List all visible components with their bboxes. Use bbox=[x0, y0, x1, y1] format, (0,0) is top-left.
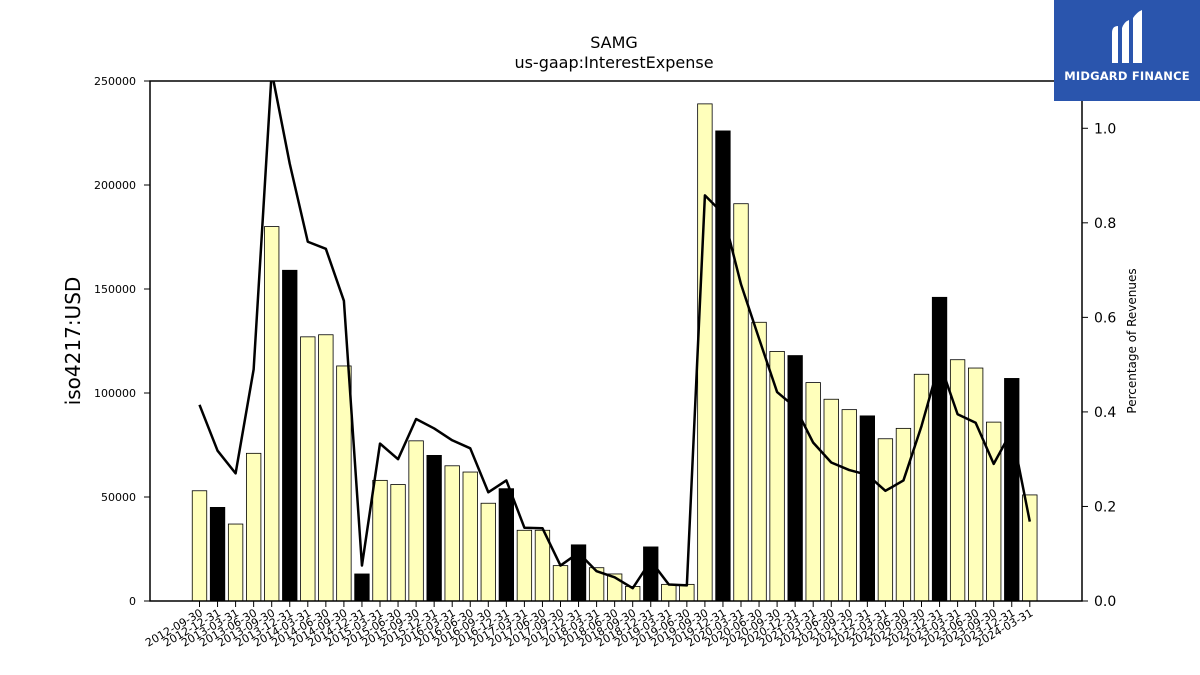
bar-series bbox=[191, 103, 1038, 602]
bar-2013-12-31 bbox=[282, 269, 298, 602]
bar-2021-12-31 bbox=[859, 415, 875, 602]
bar-2023-06-30 bbox=[968, 367, 984, 602]
bar-2019-06-30 bbox=[679, 583, 695, 602]
bar-2019-09-30 bbox=[697, 103, 713, 602]
y2-tick-label: 0.0 bbox=[1094, 594, 1116, 610]
midgard-logo-icon bbox=[1112, 10, 1142, 63]
plot-frame bbox=[149, 80, 1083, 602]
bar-2019-12-31 bbox=[715, 130, 731, 602]
brand-name: MIDGARD FINANCE bbox=[1064, 69, 1190, 83]
y-tick-label: 100000 bbox=[94, 387, 136, 400]
bar-2016-06-30 bbox=[462, 471, 478, 602]
bar-2016-03-31 bbox=[444, 465, 460, 602]
bar-2015-03-31 bbox=[372, 479, 388, 602]
bar-2020-12-31 bbox=[787, 355, 803, 602]
bar-2021-09-30 bbox=[841, 409, 857, 602]
y2-tick-label: 0.4 bbox=[1094, 405, 1116, 421]
brand-logo: MIDGARD FINANCE bbox=[1054, 0, 1200, 101]
y2-axis-label: Percentage of Revenues bbox=[1125, 268, 1139, 413]
bar-2013-06-30 bbox=[245, 452, 262, 602]
bar-2016-09-30 bbox=[480, 502, 496, 602]
y2-tick-label: 0.2 bbox=[1094, 499, 1116, 515]
y-tick-label: 0 bbox=[129, 595, 136, 608]
right-axis-ticks: 0.0 0.2 0.4 0.6 0.8 1.0 bbox=[1082, 121, 1116, 610]
bar-2022-06-30 bbox=[895, 427, 912, 602]
y-axis-label: iso4217:USD bbox=[61, 277, 85, 406]
bar-2022-12-31 bbox=[931, 296, 948, 602]
bar-2012-09-30 bbox=[191, 490, 208, 602]
bar-2019-03-31 bbox=[661, 583, 677, 602]
bar-2014-06-30 bbox=[318, 334, 334, 602]
bar-2024-03-31 bbox=[1022, 494, 1038, 602]
bar-2016-12-31 bbox=[498, 488, 515, 602]
bar-2021-03-31 bbox=[805, 382, 821, 602]
bar-2022-03-31 bbox=[877, 438, 894, 602]
x-axis-ticks: 2012-09-302012-12-312013-03-312013-06-30… bbox=[143, 601, 1035, 650]
y-tick-label: 50000 bbox=[101, 491, 136, 504]
bar-2013-09-30 bbox=[264, 226, 280, 602]
bar-2017-09-30 bbox=[552, 565, 569, 602]
y-tick-label: 250000 bbox=[94, 75, 136, 88]
bar-2015-12-31 bbox=[426, 454, 442, 602]
bar-2018-12-31 bbox=[643, 546, 659, 602]
bar-2023-09-30 bbox=[986, 421, 1002, 602]
left-axis-ticks: 0 50000 100000 150000 200000 250000 bbox=[94, 75, 150, 608]
chart-subtitle: us-gaap:InterestExpense bbox=[514, 53, 713, 72]
y2-tick-label: 0.8 bbox=[1094, 216, 1116, 232]
bar-2014-12-31 bbox=[354, 573, 370, 602]
bar-2015-09-30 bbox=[408, 440, 424, 602]
pct-revenues-line bbox=[198, 81, 1032, 590]
bar-2017-03-31 bbox=[516, 529, 533, 602]
chart-title: SAMG bbox=[590, 33, 638, 52]
bar-2023-12-31 bbox=[1004, 378, 1020, 602]
y2-tick-label: 0.6 bbox=[1094, 310, 1116, 326]
bar-2014-03-31 bbox=[300, 336, 316, 602]
bar-2021-06-30 bbox=[823, 398, 839, 602]
bar-2013-03-31 bbox=[227, 523, 244, 602]
bar-2015-06-30 bbox=[390, 484, 406, 602]
bar-2012-12-31 bbox=[209, 506, 226, 602]
y-tick-label: 200000 bbox=[94, 179, 136, 192]
bar-2020-06-30 bbox=[751, 321, 767, 602]
y2-tick-label: 1.0 bbox=[1094, 121, 1116, 137]
bar-2014-09-30 bbox=[336, 365, 352, 602]
y-tick-label: 150000 bbox=[94, 283, 136, 296]
